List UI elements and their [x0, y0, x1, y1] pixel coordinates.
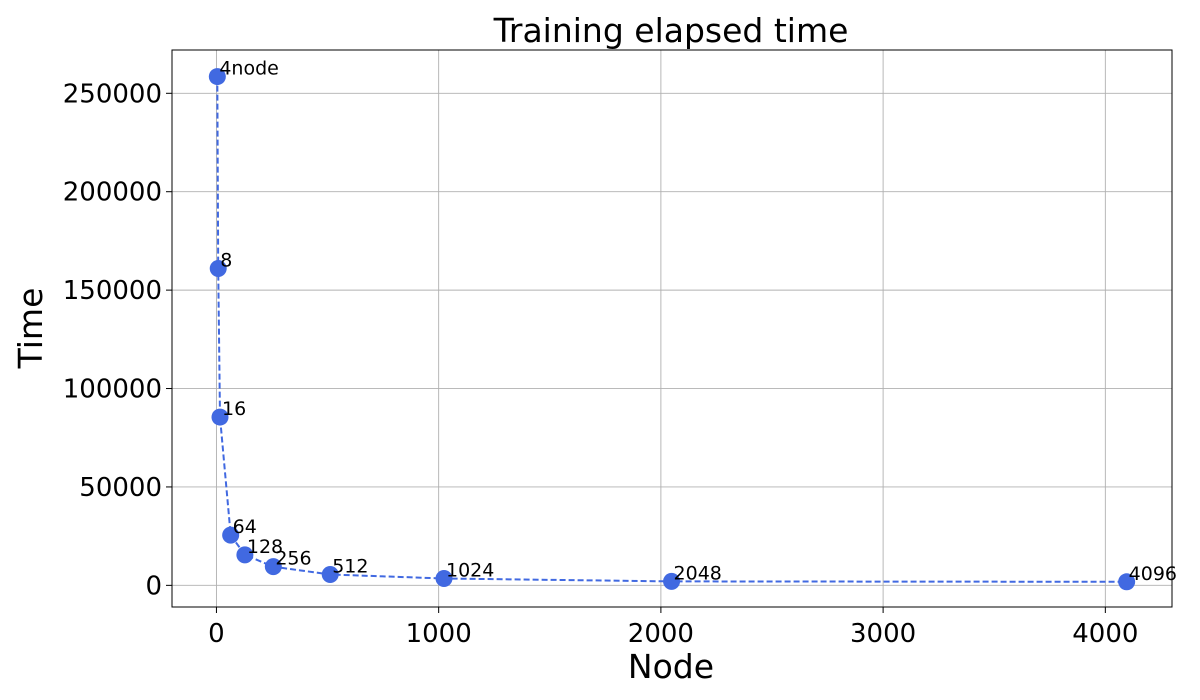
x-tick-label: 4000 [1072, 619, 1138, 649]
chart-title: Training elapsed time [493, 11, 849, 50]
x-tick-label: 2000 [628, 619, 694, 649]
data-point [321, 566, 339, 584]
data-point [1118, 573, 1136, 591]
data-label: 512 [332, 556, 368, 578]
data-point [236, 546, 254, 564]
data-label: 2048 [674, 562, 722, 584]
data-label: 256 [275, 548, 311, 570]
data-point [435, 569, 453, 587]
grid-lines [172, 50, 1172, 607]
data-point [663, 572, 681, 590]
data-point [208, 68, 226, 86]
y-tick-label: 0 [145, 571, 162, 601]
data-label: 64 [233, 516, 257, 538]
data-label: 4096 [1129, 563, 1177, 585]
data-point [209, 259, 227, 277]
y-tick-label: 250000 [63, 79, 162, 109]
x-axis-label: Node [628, 647, 714, 686]
data-label: 16 [222, 398, 246, 420]
y-tick-label: 100000 [63, 375, 162, 405]
x-tick-label: 1000 [406, 619, 472, 649]
data-label: 1024 [446, 559, 494, 581]
series-line [216, 76, 1127, 583]
plot-area [171, 49, 1173, 608]
data-label: 8 [220, 249, 232, 271]
axis-ticks: 0 1000 2000 3000 4000 0 50000 100000 150000 20000… [63, 79, 1139, 649]
data-label: 128 [247, 536, 283, 558]
y-tick-label: 50000 [79, 473, 162, 503]
data-points [208, 68, 1136, 591]
data-point [222, 526, 240, 544]
data-point [264, 558, 282, 576]
x-tick-label: 3000 [850, 619, 916, 649]
y-axis-label: Time [11, 288, 50, 370]
data-label: 4node [219, 58, 279, 80]
y-tick-label: 200000 [63, 178, 162, 208]
data-point [211, 408, 229, 426]
y-tick-label: 150000 [63, 276, 162, 306]
x-tick-label: 0 [208, 619, 225, 649]
